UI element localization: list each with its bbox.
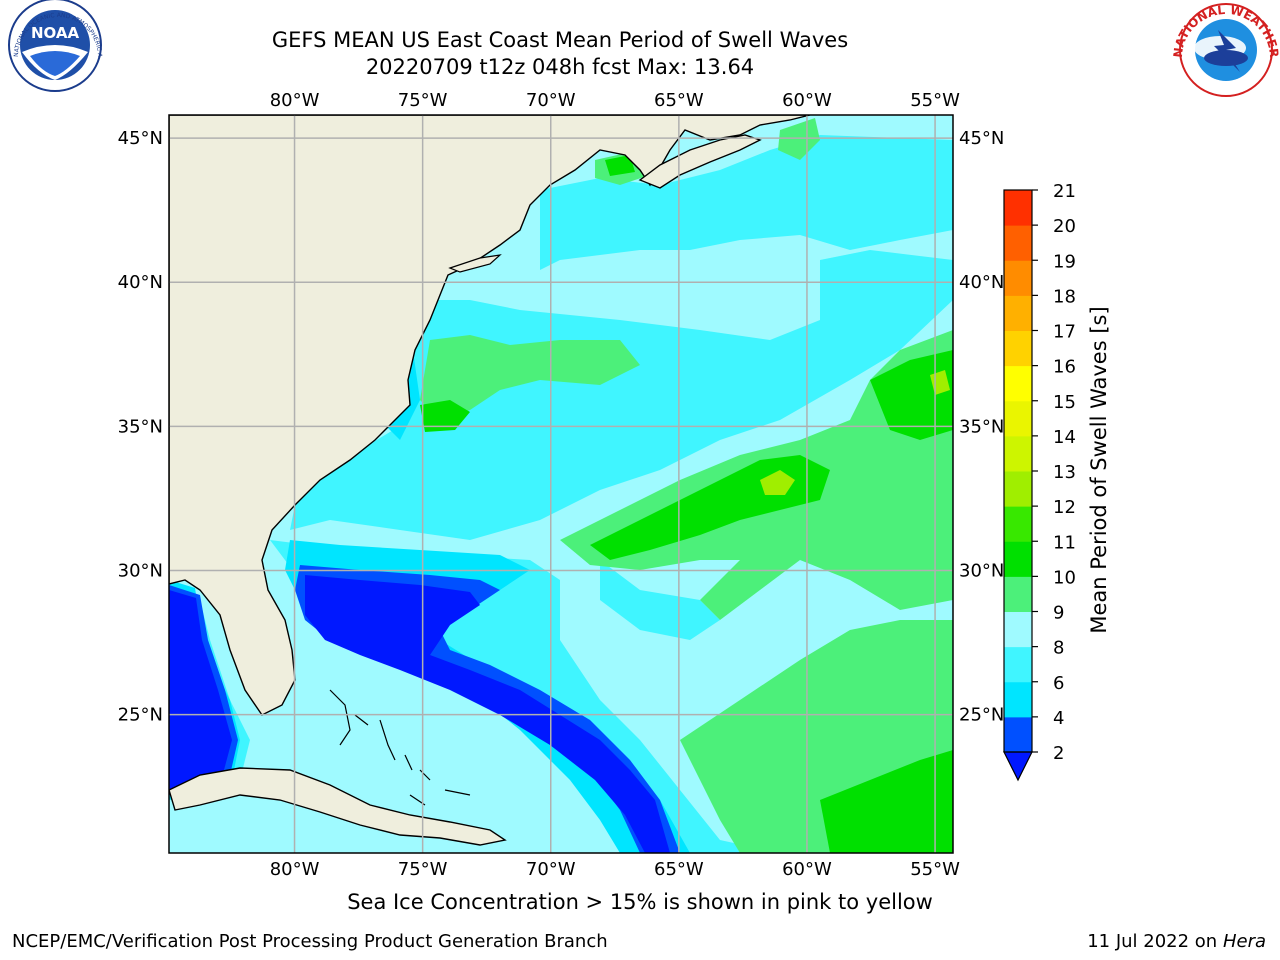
map-frame (168, 114, 954, 854)
colorbar: 2 4 6 8 9 10 11 12 13 14 15 16 17 18 19 20 21 (1003, 181, 1076, 782)
period-band-12-13 (760, 470, 795, 495)
map-axis-labels: 80°W 80°W 75°W 75°W 70°W 70°W 65°W 65°W 60°W 60°W… (118, 90, 1005, 880)
colorbar-tick-label: 2 (1053, 743, 1064, 764)
colorbar-swatch (1004, 330, 1032, 367)
colorbar-tick-label: 13 (1053, 462, 1076, 483)
chart-title: GEFS MEAN US East Coast Mean Period of S… (271, 28, 849, 52)
land-bahamas (329, 689, 471, 806)
noaa-logo-text: NOAA (31, 24, 80, 42)
colorbar-tick-label: 16 (1053, 357, 1076, 378)
colorbar-tick-label: 6 (1053, 673, 1064, 694)
period-band-10-11 (420, 400, 470, 432)
period-band-8-9 (778, 118, 820, 160)
lon-label-bottom: 70°W (526, 859, 576, 880)
colorbar-tick-label: 11 (1053, 532, 1076, 553)
lat-label-right: 40°N (959, 272, 1004, 293)
land-nova-scotia (638, 134, 762, 189)
chart-subtitle: 20220709 t12z 048h fcst Max: 13.64 (365, 55, 755, 79)
lon-label-bottom: 65°W (654, 859, 704, 880)
colorbar-under-arrow (1003, 751, 1033, 782)
map-panel (169, 115, 953, 853)
noaa-logo: NOAA NATIONAL OCEANIC AND ATMOSPHERIC AD… (0, 0, 103, 92)
lon-label-bottom: 75°W (398, 859, 448, 880)
lon-label-bottom: 55°W (910, 859, 960, 880)
colorbar-tick-label: 14 (1053, 427, 1076, 448)
lon-label-top: 60°W (782, 90, 832, 111)
colorbar-swatch (1004, 295, 1032, 331)
lat-label-left: 35°N (118, 416, 163, 437)
colorbar-tick-label: 21 (1053, 181, 1076, 202)
date-text: 11 Jul 2022 on (1087, 931, 1223, 952)
colorbar-tick-label: 17 (1053, 322, 1076, 343)
colorbar-tick-label: 4 (1053, 708, 1064, 729)
svg-text:NATIONAL WEATHER SERVICE: NATIONAL WEATHER SERVICE (0, 0, 1280, 58)
land-cuba (169, 767, 507, 846)
colorbar-tick-label: 9 (1053, 603, 1064, 624)
nws-ring-text: NATIONAL WEATHER SERVICE (0, 0, 1280, 58)
colorbar-swatch (1004, 190, 1032, 226)
lon-label-top: 75°W (398, 90, 448, 111)
lon-label-bottom: 80°W (270, 859, 320, 880)
lat-label-left: 30°N (118, 560, 163, 581)
lat-label-right: 25°N (959, 705, 1004, 726)
colorbar-swatch (1004, 611, 1032, 648)
colorbar-tick-label: 15 (1053, 392, 1076, 413)
period-band-10-11 (870, 350, 953, 440)
colorbar-tick-label: 18 (1053, 286, 1076, 307)
lat-label-right: 45°N (959, 128, 1004, 149)
colorbar-label: Mean Period of Swell Waves [s] (1087, 306, 1111, 633)
sea-ice-note: Sea Ice Concentration > 15% is shown in … (347, 890, 933, 914)
colorbar-swatch (1004, 471, 1032, 507)
lat-label-left: 45°N (118, 128, 163, 149)
period-band-10-11 (820, 750, 953, 853)
lon-label-top: 65°W (654, 90, 704, 111)
lon-label-top: 80°W (270, 90, 320, 111)
colorbar-swatch (1004, 260, 1032, 296)
period-band-under-2 (169, 590, 232, 790)
land-north-america (169, 115, 811, 716)
machine-name: Hera (1222, 931, 1266, 952)
period-band-6-8 (600, 560, 720, 640)
map-gridlines (169, 115, 953, 853)
colorbar-tick-label: 20 (1053, 216, 1076, 237)
colorbar-tick-label: 10 (1053, 567, 1076, 588)
period-band-6-8 (540, 135, 953, 270)
period-band-under-2 (305, 575, 670, 853)
colorbar-tick-label: 19 (1053, 251, 1076, 272)
nws-logo: NATIONAL WEATHER SERVICE (0, 0, 1280, 97)
lat-label-right: 35°N (959, 416, 1004, 437)
date-stamp: 11 Jul 2022 on Hera (1087, 931, 1266, 952)
land-long-island (448, 254, 502, 273)
colorbar-tick-label: 8 (1053, 638, 1064, 659)
lon-label-top: 70°W (526, 90, 576, 111)
lat-label-left: 40°N (118, 272, 163, 293)
colorbar-swatch (1004, 576, 1032, 612)
lat-label-right: 30°N (959, 560, 1004, 581)
lon-label-top: 55°W (910, 90, 960, 111)
period-band-8-9 (420, 335, 640, 420)
colorbar-swatch (1004, 225, 1032, 261)
credit-text: NCEP/EMC/Verification Post Processing Pr… (12, 931, 608, 952)
lon-label-bottom: 60°W (782, 859, 832, 880)
colorbar-swatch (1004, 506, 1032, 542)
colorbar-tick-label: 12 (1053, 497, 1076, 518)
colorbar-swatch (1004, 646, 1032, 683)
colorbar-swatch (1004, 716, 1032, 753)
colorbar-swatch (1004, 400, 1032, 437)
colorbar-swatch (1004, 541, 1032, 577)
period-band-6-8 (290, 250, 953, 540)
period-band-10-11 (605, 155, 635, 176)
lat-label-left: 25°N (118, 705, 163, 726)
colorbar-swatch (1004, 365, 1032, 402)
colorbar-swatch (1004, 435, 1032, 472)
colorbar-swatch (1004, 681, 1032, 718)
